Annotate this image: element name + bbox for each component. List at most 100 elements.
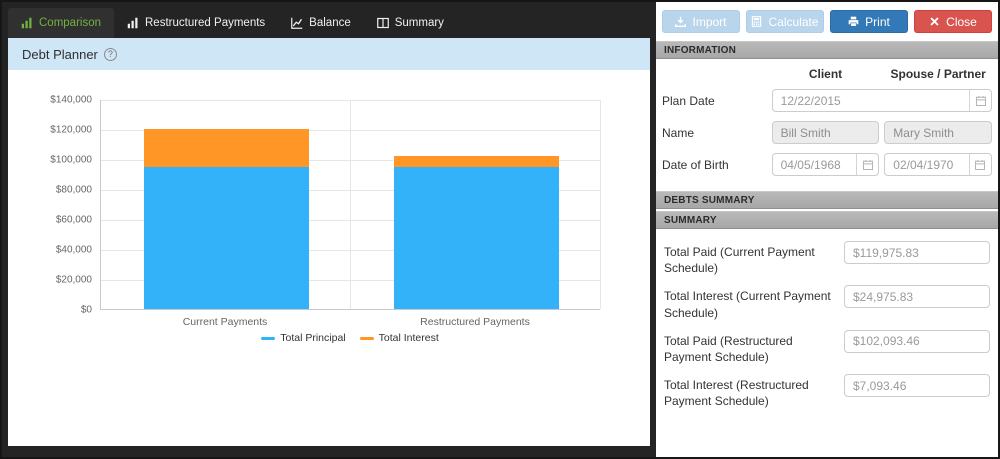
spouse-column-header: Spouse / Partner (890, 67, 986, 81)
total-paid-restructured-field (844, 329, 990, 353)
spouse-dob-input[interactable] (885, 154, 969, 175)
total-paid-current-field (844, 241, 990, 264)
button-label: Print (865, 14, 890, 29)
close-icon (929, 16, 940, 27)
legend-marker (261, 336, 276, 340)
legend-label: Total Interest (378, 332, 439, 344)
client-name-field (771, 121, 880, 144)
help-icon[interactable]: ? (103, 47, 117, 61)
summary-field-label: Total Interest (Restructured Payment Sch… (664, 378, 809, 409)
bar-segment-total-interest (143, 129, 309, 167)
total-paid-restructured-input[interactable] (845, 330, 989, 352)
y-axis-tick-label: $40,000 (55, 244, 92, 256)
y-axis-tick-label: $0 (80, 304, 92, 316)
total-interest-current-field (844, 285, 990, 309)
tab-restructured-payments[interactable]: Restructured Payments (114, 8, 278, 38)
y-axis-tick-label: $80,000 (55, 184, 92, 196)
print-button[interactable]: Print (830, 10, 908, 33)
gridline (600, 100, 601, 309)
summary-row: Total Paid (Restructured Payment Schedul… (664, 329, 990, 365)
client-dob-field (771, 153, 880, 176)
left-region: Comparison Restructured Payments Balance… (2, 2, 656, 457)
y-axis-tick-label: $140,000 (50, 94, 92, 106)
total-interest-restructured-input[interactable] (845, 375, 989, 397)
x-axis-category-label: Current Payments (182, 316, 268, 328)
gridline (350, 100, 351, 309)
dob-row: Date of Birth (662, 153, 992, 176)
name-row: Name (662, 121, 992, 144)
information-section-header[interactable]: INFORMATION (656, 41, 998, 59)
download-icon (675, 16, 687, 27)
client-name-input[interactable] (772, 122, 879, 143)
tab-comparison[interactable]: Comparison (8, 8, 114, 38)
button-label: Close (946, 14, 977, 29)
legend-label: Total Principal (280, 332, 346, 344)
spouse-name-input[interactable] (885, 122, 991, 143)
line-chart-icon (291, 17, 303, 29)
calculator-icon (751, 16, 762, 27)
y-axis-tick-label: $120,000 (50, 124, 92, 136)
toolbar: Import Calculate Print Close (656, 2, 998, 41)
calendar-icon[interactable] (856, 154, 878, 175)
dob-label: Date of Birth (662, 157, 729, 172)
bar-segment-total-interest (393, 155, 559, 167)
tab-label: Restructured Payments (145, 17, 266, 29)
y-axis-tick-label: $60,000 (55, 214, 92, 226)
bar-segment-total-principal (143, 166, 309, 309)
spouse-name-field (884, 121, 992, 144)
tab-balance[interactable]: Balance (278, 8, 364, 38)
summary-row: Total Interest (Current Payment Schedule… (664, 285, 990, 320)
client-dob-input[interactable] (772, 154, 857, 175)
close-button[interactable]: Close (914, 10, 992, 33)
import-button[interactable]: Import (662, 10, 740, 33)
summary-row: Total Paid (Current Payment Schedule) (664, 241, 990, 276)
button-label: Import (692, 14, 727, 29)
debts-summary-section-header[interactable]: DEBTS SUMMARY (656, 191, 998, 209)
tab-summary[interactable]: Summary (364, 8, 457, 38)
bar-chart-icon (21, 17, 33, 29)
comparison-chart: $0 $20,000 $40,000 $60,000 $80,000 $100,000 $1… (8, 70, 650, 446)
summary-row: Total Interest (Restructured Payment Sch… (664, 374, 990, 409)
debt-planner-panel: Debt Planner ? $0 $20,000 $40,000 $60,000 $8… (8, 38, 650, 446)
total-interest-restructured-field (844, 374, 990, 398)
bar-chart-icon (127, 17, 139, 29)
summary-content: Total Paid (Current Payment Schedule) To… (656, 229, 998, 425)
chart-legend: Total Principal Total Interest (100, 332, 600, 344)
plot-area (100, 100, 601, 310)
panel-heading: Debt Planner ? (8, 38, 650, 70)
summary-field-label: Total Paid (Current Payment Schedule) (664, 245, 815, 276)
x-axis-category-label: Restructured Payments (420, 316, 530, 328)
plan-date-label: Plan Date (662, 93, 715, 108)
right-panel: Import Calculate Print Close I (656, 2, 998, 457)
total-interest-current-input[interactable] (845, 286, 989, 308)
bar-restructured-payments (393, 155, 559, 309)
printer-icon (848, 16, 859, 27)
plan-date-row: Plan Date (662, 89, 992, 112)
summary-field-label: Total Interest (Current Payment Schedule… (664, 289, 831, 320)
legend-marker (359, 336, 374, 340)
plan-date-field (771, 89, 992, 112)
calculate-button[interactable]: Calculate (746, 10, 824, 33)
calendar-icon[interactable] (969, 90, 991, 111)
summary-section-header[interactable]: SUMMARY (656, 211, 998, 229)
information-content: Client Spouse / Partner Plan Date Name (656, 59, 998, 191)
calendar-icon[interactable] (968, 154, 991, 175)
legend-item-total-interest[interactable]: Total Interest (359, 332, 439, 344)
legend-item-total-principal[interactable]: Total Principal (261, 332, 346, 344)
tab-label: Comparison (39, 17, 101, 29)
total-paid-current-input[interactable] (845, 242, 989, 263)
client-column-header: Client (808, 67, 843, 81)
button-label: Calculate (768, 14, 819, 29)
page-title: Debt Planner (22, 46, 98, 62)
tabbar: Comparison Restructured Payments Balance… (2, 2, 656, 38)
bar-current-payments (143, 129, 309, 309)
panel-body: $0 $20,000 $40,000 $60,000 $80,000 $100,000 $1… (8, 70, 650, 446)
y-axis-tick-label: $100,000 (50, 154, 92, 166)
summary-field-label: Total Paid (Restructured Payment Schedul… (664, 333, 793, 364)
plan-date-input[interactable] (772, 90, 969, 111)
name-label: Name (662, 125, 695, 140)
column-headers: Client Spouse / Partner (662, 67, 992, 81)
tab-label: Balance (309, 17, 351, 29)
tab-label: Summary (394, 17, 444, 29)
